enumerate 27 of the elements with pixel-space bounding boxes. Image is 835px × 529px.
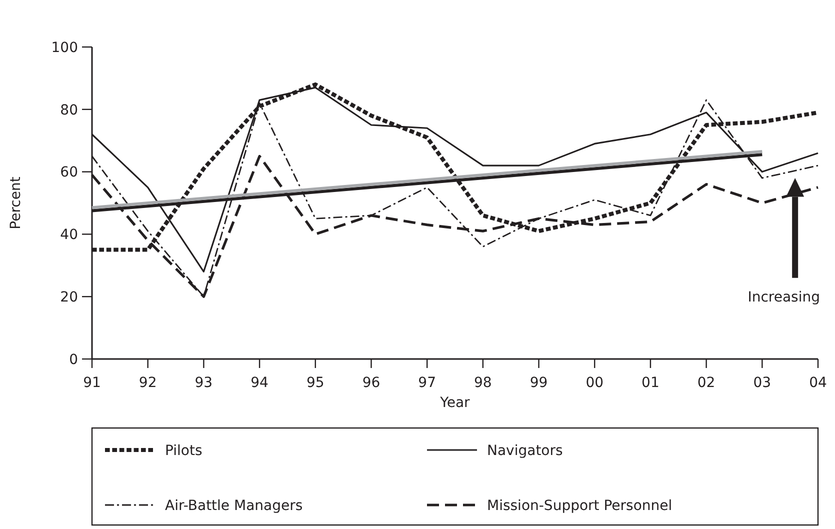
x-tick-label: 93	[194, 375, 213, 391]
y-tick-label: 100	[51, 40, 78, 56]
x-tick-label: 01	[642, 375, 660, 391]
y-tick-label: 80	[60, 102, 78, 118]
legend-label: Mission-Support Personnel	[487, 498, 672, 514]
legend-label: Navigators	[487, 442, 563, 459]
x-tick-label: 02	[697, 375, 716, 391]
x-tick-label: 04	[809, 375, 827, 391]
x-axis-title: Year	[439, 395, 470, 411]
y-tick-label: 20	[60, 290, 78, 306]
x-tick-label: 97	[418, 375, 436, 391]
y-tick-label: 0	[69, 352, 78, 368]
x-tick-label: 99	[530, 375, 548, 391]
x-tick-label: 98	[474, 375, 492, 391]
x-tick-label: 96	[362, 375, 380, 391]
y-axis-title: Percent	[8, 176, 24, 230]
x-tick-label: 03	[753, 375, 772, 391]
annotation: Increasing	[748, 290, 820, 306]
legend-label: Pilots	[165, 442, 202, 459]
x-tick-label: 94	[250, 375, 269, 391]
y-tick-label: 40	[60, 227, 78, 244]
y-tick-label: 60	[60, 164, 78, 181]
x-tick-label: 95	[306, 375, 324, 391]
legend-label: Air-Battle Managers	[165, 498, 303, 514]
x-tick-label: 92	[138, 375, 157, 391]
x-tick-label: 91	[83, 375, 101, 391]
x-tick-label: 00	[586, 375, 604, 391]
